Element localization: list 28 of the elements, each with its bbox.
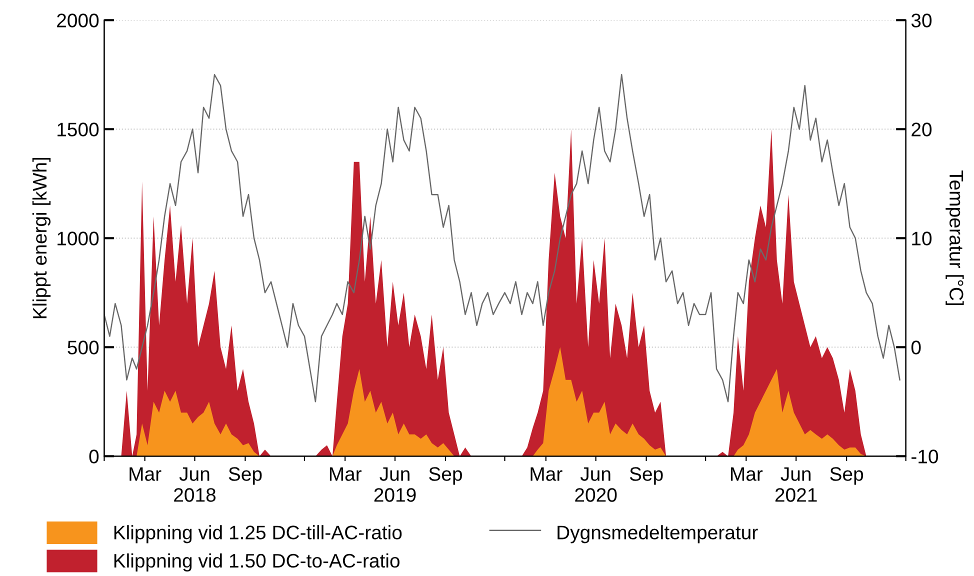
x-tick-label: Jun 2021 [775,467,817,502]
legend-label: Dygnsmedeltemperatur [558,525,758,544]
x-tick-label: Mar [130,467,162,481]
y-tick-label: 1000 [58,232,99,246]
x-tick-label: Mar [731,467,763,481]
y2-tick-label: 20 [912,122,932,136]
y-axis-title: Klippt energi [kWh] [32,158,51,318]
x-tick-label: Mar [330,467,362,481]
y-tick-label: 2000 [57,14,99,28]
y2-tick-label: -10 [912,450,938,464]
x-tick-label: Jun 2018 [174,467,216,502]
legend-label: Klippning vid 1.25 DC-till-AC-ratio [114,525,402,544]
legend-label: Klippning vid 1.50 DC-to-AC-ratio [114,553,400,572]
x-tick-label: Sep [228,467,262,485]
y-tick-label: 500 [68,340,99,354]
y-tick-label: 0 [89,450,99,464]
x-tick-label: Jun 2019 [374,467,416,502]
y2-tick-label: 0 [911,340,921,354]
y2-tick-label: 10 [912,232,932,246]
y2-axis-title: Temperatur [°C] [946,170,964,305]
x-tick-label: Sep [830,467,864,485]
line-series [104,74,900,402]
x-tick-label: Sep [429,467,462,485]
y2-tick-label: 30 [911,14,932,28]
x-tick-label: Mar [530,467,562,481]
x-tick-label: Sep [630,467,663,485]
x-tick-label: Jun 2020 [575,467,617,502]
y-tick-label: 1500 [58,122,99,136]
